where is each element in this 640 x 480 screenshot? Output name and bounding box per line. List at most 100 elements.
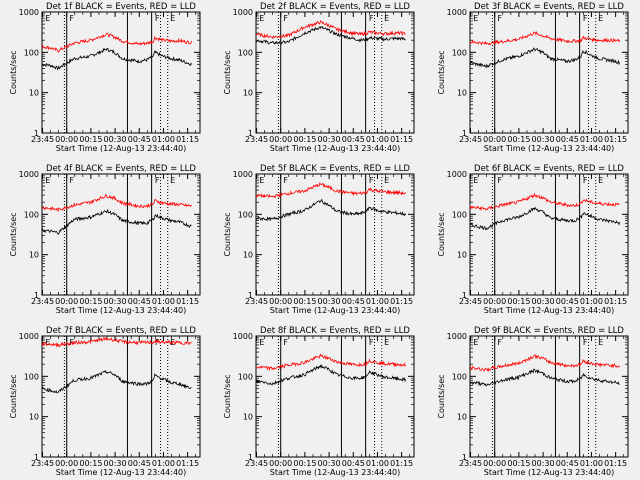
flag-label: F	[583, 338, 588, 347]
x-tick-label: 00:30	[318, 459, 341, 468]
chart-panel-5: Det 5f BLACK = Events, RED = LLD 1 10 100 10…	[223, 164, 415, 315]
plot-frame	[469, 335, 629, 458]
x-tick-label: 00:45	[342, 297, 365, 306]
y-axis-label: Counts/sec	[437, 374, 446, 418]
flag-label: E	[384, 338, 389, 347]
flag-label: E	[170, 176, 175, 185]
y-axis-label: Counts/sec	[437, 50, 446, 94]
x-tick-label: 01:15	[176, 135, 199, 144]
flag-label: E	[473, 338, 478, 347]
flag-label: E	[384, 14, 389, 23]
chart-title: Det 4f BLACK = Events, RED = LLD	[46, 164, 196, 174]
y-tick-label: 1	[248, 129, 253, 138]
x-axis-label: Start Time (12-Aug-13 23:44:40)	[270, 306, 401, 315]
x-tick-label: 01:00	[366, 135, 389, 144]
x-tick-label: 00:15	[507, 297, 530, 306]
y-tick-label: 1000	[233, 332, 253, 341]
x-tick-label: 00:45	[128, 135, 151, 144]
x-tick-label: 00:30	[104, 459, 127, 468]
x-tick-label: 01:15	[390, 135, 413, 144]
flag-label: E	[45, 338, 50, 347]
y-tick-label: 1000	[233, 8, 253, 17]
x-tick-label: 01:00	[152, 297, 175, 306]
x-tick-label: 01:15	[390, 297, 413, 306]
x-tick-label: 00:45	[556, 297, 579, 306]
y-tick-label: 1000	[19, 332, 39, 341]
x-axis-label: Start Time (12-Aug-13 23:44:40)	[56, 468, 187, 477]
y-axis-label: Counts/sec	[437, 212, 446, 256]
x-tick-label: 00:00	[483, 297, 506, 306]
y-tick-label: 10	[29, 89, 39, 98]
x-axis-label: Start Time (12-Aug-13 23:44:40)	[484, 468, 615, 477]
plot-frame	[41, 335, 201, 458]
series-line-lld	[41, 336, 192, 348]
series-line-events	[41, 47, 192, 71]
x-tick-label: 23:45	[245, 459, 268, 468]
flag-label: F	[497, 176, 502, 185]
series-line-events	[255, 198, 406, 222]
flag-label: E	[170, 14, 175, 23]
chart-panel-7: Det 7f BLACK = Events, RED = LLD 1 10 100 10…	[9, 326, 201, 477]
flag-label: E	[384, 176, 389, 185]
x-tick-label: 00:30	[318, 297, 341, 306]
chart-panel-9: Det 9f BLACK = Events, RED = LLD 1 10 100 10…	[437, 326, 629, 477]
x-tick-label: 23:45	[31, 135, 54, 144]
y-tick-label: 1000	[447, 8, 467, 17]
flag-label: E	[259, 14, 264, 23]
flag-label: E	[473, 176, 478, 185]
x-tick-label: 01:00	[152, 135, 175, 144]
y-tick-label: 10	[457, 413, 467, 422]
x-axis-label: Start Time (12-Aug-13 23:44:40)	[484, 144, 615, 153]
x-tick-label: 01:00	[580, 297, 603, 306]
plot-frame	[41, 173, 201, 296]
x-tick-label: 00:45	[556, 459, 579, 468]
x-tick-label: 00:45	[342, 135, 365, 144]
series-line-lld	[256, 353, 406, 372]
flag-label: F	[497, 14, 502, 23]
x-tick-label: 00:00	[269, 297, 292, 306]
x-tick-label: 00:15	[293, 135, 316, 144]
chart-title: Det 9f BLACK = Events, RED = LLD	[474, 326, 624, 336]
series-line-lld	[41, 32, 192, 53]
flag-label: F	[155, 176, 160, 185]
series-line-events	[469, 368, 620, 387]
y-axis-label: Counts/sec	[9, 50, 18, 94]
x-tick-label: 01:00	[580, 459, 603, 468]
x-tick-label: 01:15	[604, 135, 627, 144]
series-line-lld	[469, 31, 620, 46]
x-tick-label: 00:30	[532, 459, 555, 468]
x-tick-label: 01:00	[366, 297, 389, 306]
series-line-lld	[469, 354, 620, 373]
y-axis-label: Counts/sec	[223, 50, 232, 94]
chart-title: Det 7f BLACK = Events, RED = LLD	[46, 326, 196, 336]
x-tick-label: 00:15	[79, 135, 102, 144]
x-tick-label: 00:30	[104, 297, 127, 306]
x-tick-label: 01:15	[604, 459, 627, 468]
y-tick-label: 10	[243, 251, 253, 260]
flag-label: F	[369, 14, 374, 23]
flag-label: E	[259, 338, 264, 347]
plot-frame	[255, 335, 415, 458]
plot-frame	[41, 11, 201, 134]
y-tick-label: 10	[29, 413, 39, 422]
chart-panel-8: Det 8f BLACK = Events, RED = LLD 1 10 100 10…	[223, 326, 415, 477]
y-tick-label: 100	[452, 210, 467, 219]
x-tick-label: 23:45	[245, 297, 268, 306]
y-tick-label: 1	[248, 291, 253, 300]
x-tick-label: 00:15	[507, 135, 530, 144]
x-tick-label: 00:00	[269, 459, 292, 468]
flag-label: E	[45, 14, 50, 23]
y-tick-label: 1	[34, 129, 39, 138]
x-tick-label: 00:15	[79, 297, 102, 306]
x-axis-label: Start Time (12-Aug-13 23:44:40)	[56, 306, 187, 315]
flag-label: F	[283, 338, 288, 347]
plot-frame	[255, 11, 415, 134]
x-tick-label: 01:15	[176, 459, 199, 468]
x-tick-label: 23:45	[459, 459, 482, 468]
x-tick-label: 01:15	[390, 459, 413, 468]
flag-label: E	[259, 176, 264, 185]
x-axis-label: Start Time (12-Aug-13 23:44:40)	[56, 144, 187, 153]
chart-panel-3: Det 3f BLACK = Events, RED = LLD 1 10 100 10…	[437, 2, 629, 153]
y-axis-label: Counts/sec	[9, 374, 18, 418]
series-line-lld	[255, 181, 406, 199]
